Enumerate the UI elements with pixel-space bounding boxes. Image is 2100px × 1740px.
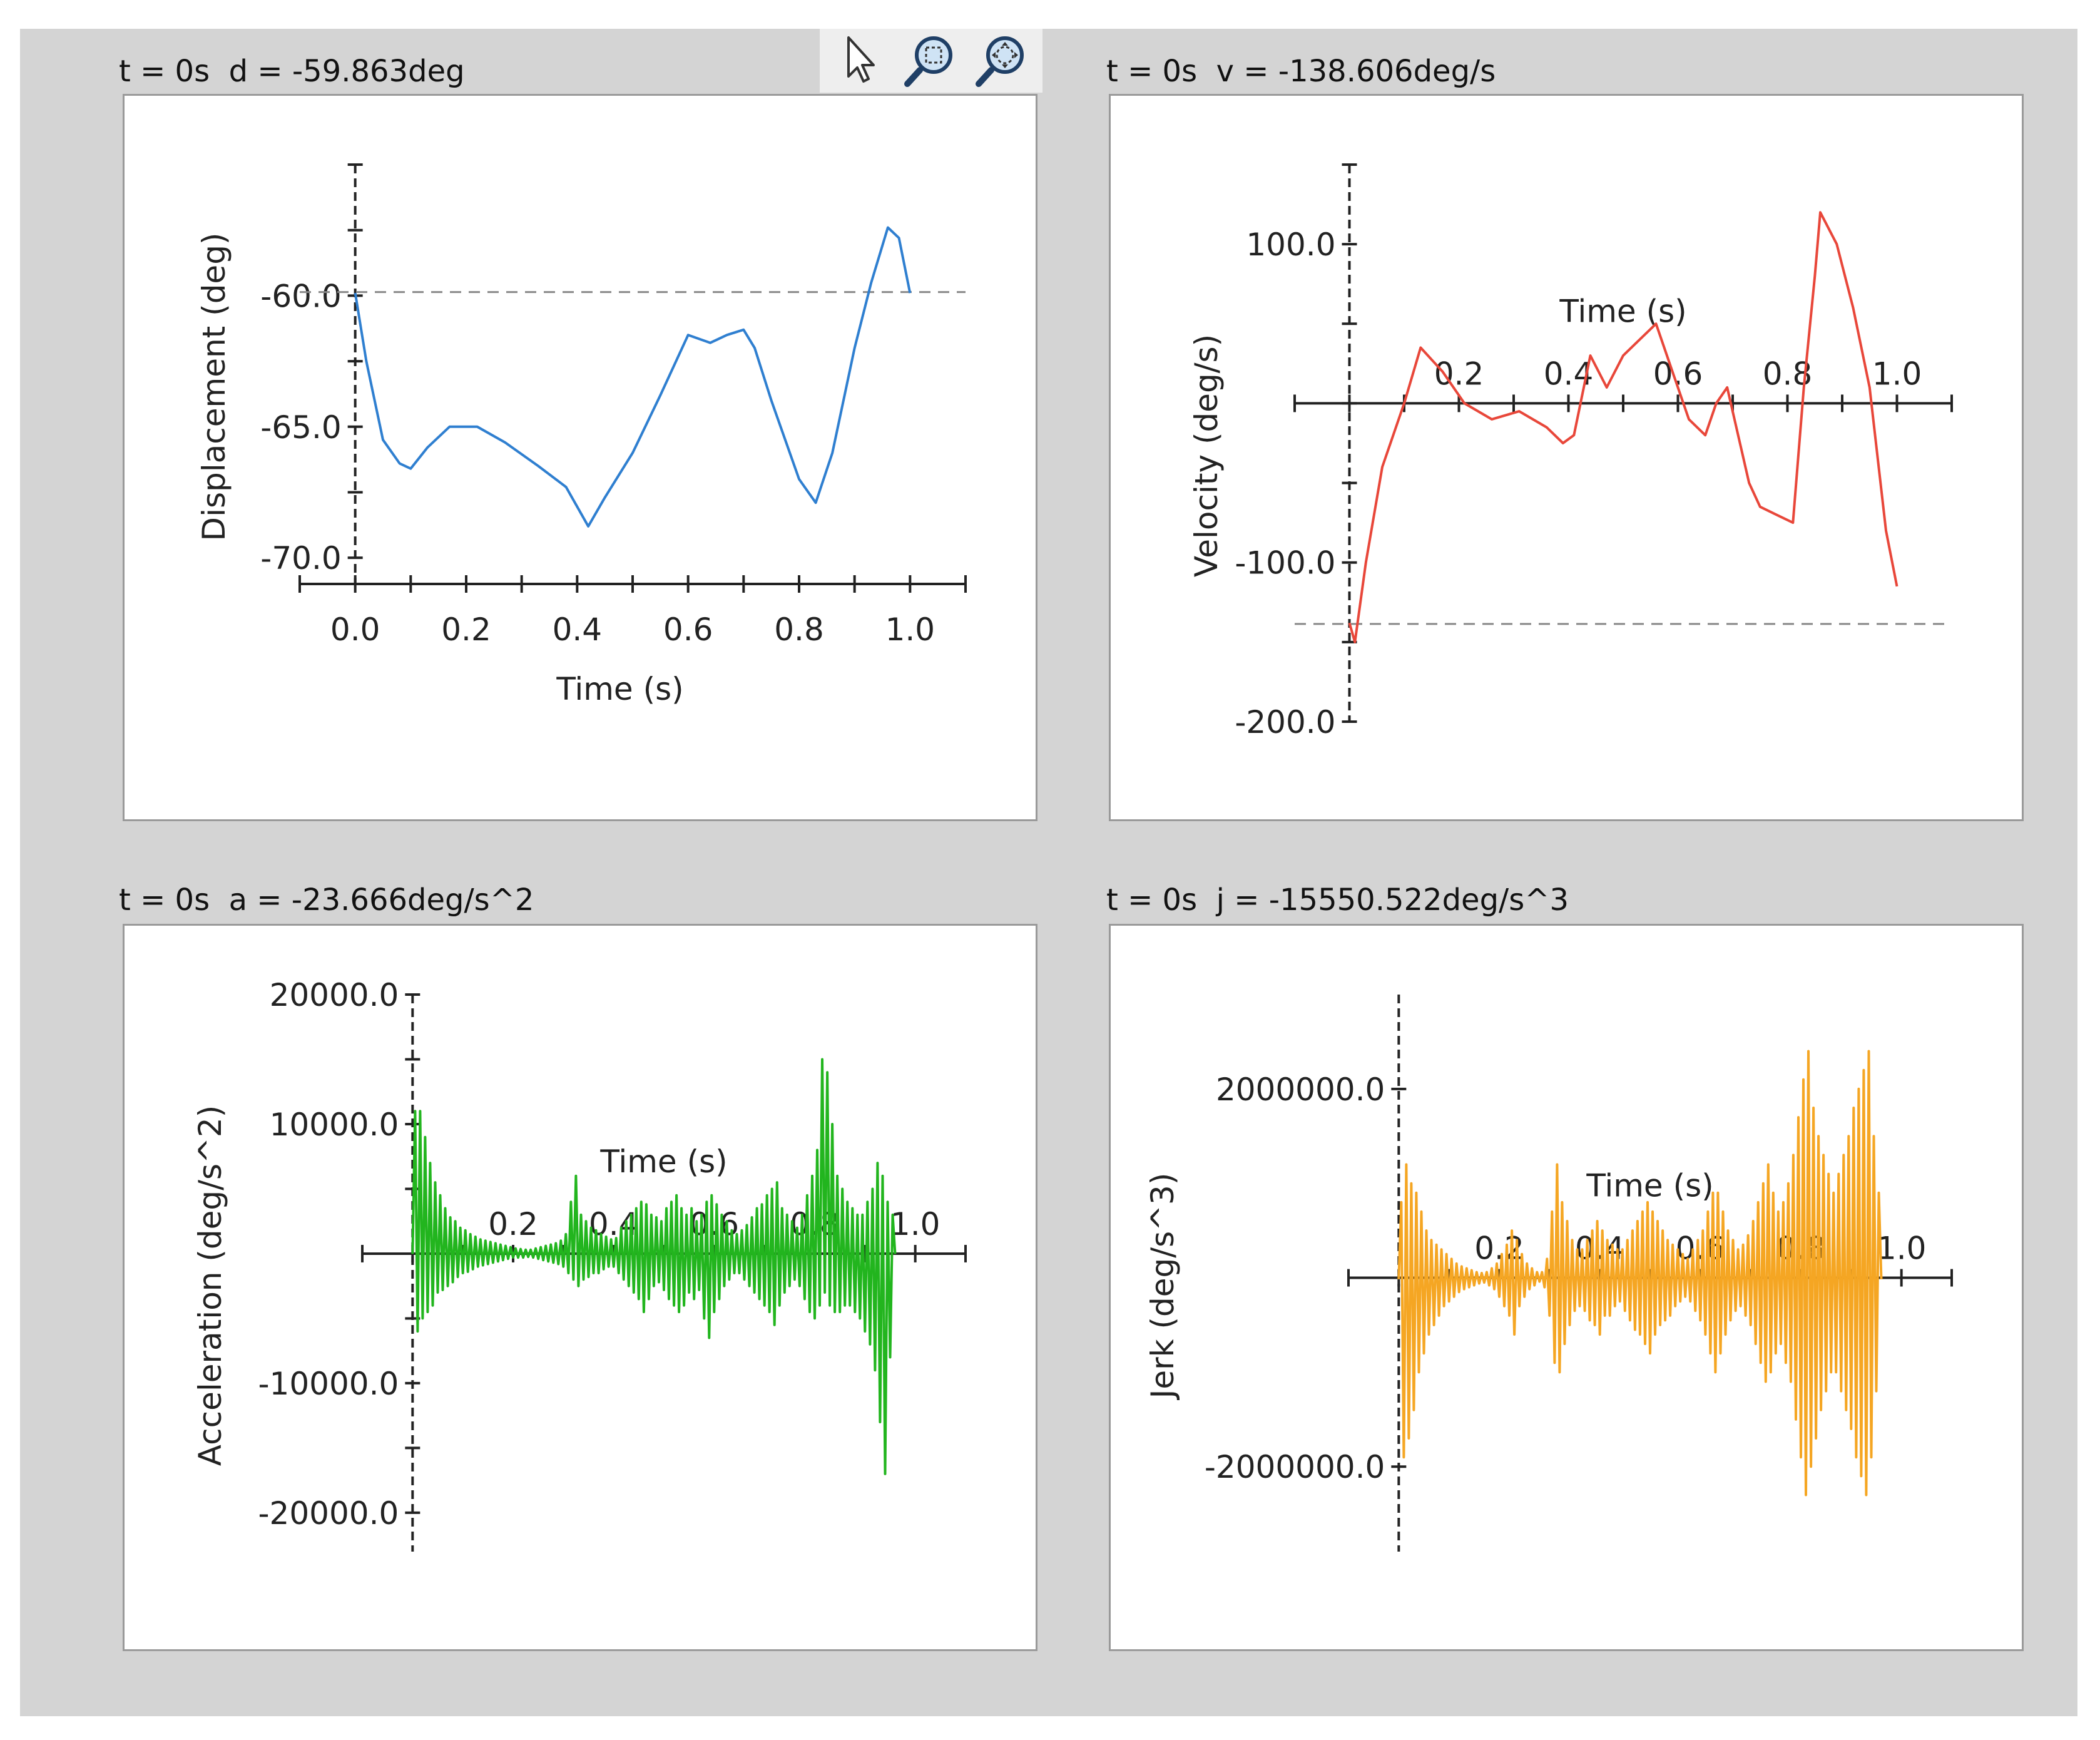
velocity-status: t = 0s v = -138.606deg/s — [1106, 54, 1496, 89]
x-tick-label: 1.0 — [890, 1206, 940, 1242]
y-tick-label: -20000.0 — [258, 1495, 399, 1532]
y-tick-label: -70.0 — [260, 540, 341, 576]
x-tick-label: 0.4 — [553, 612, 603, 648]
x-tick-label: 0.2 — [1434, 356, 1484, 392]
x-tick-label: 0.8 — [774, 612, 824, 648]
x-tick-label: 1.0 — [1877, 1231, 1927, 1267]
x-axis-title: Time (s) — [1559, 293, 1686, 329]
velocity-panel: 0.2 0.4 0.6 0.8 1.0 100.0 -100.0 -200.0 Time (s)… — [1109, 94, 2024, 821]
pointer-icon — [847, 36, 875, 83]
y-tick-label: -60.0 — [260, 278, 341, 314]
zoom-region-icon — [904, 36, 952, 87]
acceleration-chart[interactable]: 0.2 0.4 0.6 0.8 1.020000.010000.0-10000.0-20… — [125, 926, 1036, 1649]
series-line — [1348, 211, 1899, 643]
y-tick-label: 10000.0 — [270, 1107, 399, 1143]
y-axis-title: Acceleration (deg/s^2) — [192, 1105, 228, 1466]
x-tick-label: 0.6 — [663, 612, 713, 648]
y-tick-label: -200.0 — [1235, 704, 1335, 740]
y-axis-title: Jerk (deg/s^3) — [1144, 1173, 1181, 1401]
pointer-tool[interactable] — [830, 33, 890, 89]
x-axis-title: Time (s) — [556, 671, 683, 707]
x-tick-label: 0.0 — [330, 612, 380, 648]
y-tick-label: -65.0 — [260, 409, 341, 446]
y-tick-label: 2000000.0 — [1216, 1072, 1385, 1108]
jerk-panel: 0.2 0.4 0.6 0.8 1.0 2000000.0 -2000000.0 Time (… — [1109, 924, 2024, 1651]
x-tick-label: 1.0 — [1872, 356, 1922, 392]
y-axis-title: Velocity (deg/s) — [1188, 334, 1225, 577]
x-tick-label: 0.2 — [488, 1206, 538, 1242]
series-line — [411, 1058, 897, 1475]
y-tick-label: -2000000.0 — [1205, 1449, 1385, 1485]
zoom-fit-tool[interactable] — [972, 33, 1032, 89]
y-tick-label: -10000.0 — [258, 1366, 399, 1402]
displacement-panel: 0.0 0.2 0.4 0.6 0.8 1.0 -60.0 -65.0 -70.0 Time (s… — [123, 94, 1037, 821]
acceleration-status: t = 0s a = -23.666deg/s^2 — [119, 883, 534, 918]
series-line — [1397, 1050, 1883, 1497]
acceleration-panel: 0.2 0.4 0.6 0.8 1.0 20000.0 10000.0 -10000.0 -20… — [123, 924, 1037, 1651]
y-tick-label: 100.0 — [1246, 227, 1335, 263]
series-line — [354, 226, 912, 528]
x-axis-title: Time (s) — [1586, 1168, 1713, 1204]
y-tick-label: -100.0 — [1235, 545, 1335, 581]
x-tick-label: 0.2 — [441, 612, 491, 648]
displacement-chart[interactable]: 0.0 0.2 0.4 0.6 0.8 1.0 -60.0 -65.0 -70.0 Time (s… — [125, 96, 1036, 819]
displacement-status: t = 0s d = -59.863deg — [119, 54, 465, 89]
x-tick-label: 1.0 — [885, 612, 935, 648]
zoom-fit-icon — [976, 36, 1024, 87]
x-axis-title: Time (s) — [599, 1144, 727, 1180]
y-axis-title: Displacement (deg) — [196, 233, 232, 541]
y-tick-label: 20000.0 — [270, 977, 399, 1013]
plot-toolbar — [820, 29, 1042, 93]
jerk-status: t = 0s j = -15550.522deg/s^3 — [1106, 883, 1569, 918]
zoom-region-tool[interactable] — [901, 33, 961, 89]
